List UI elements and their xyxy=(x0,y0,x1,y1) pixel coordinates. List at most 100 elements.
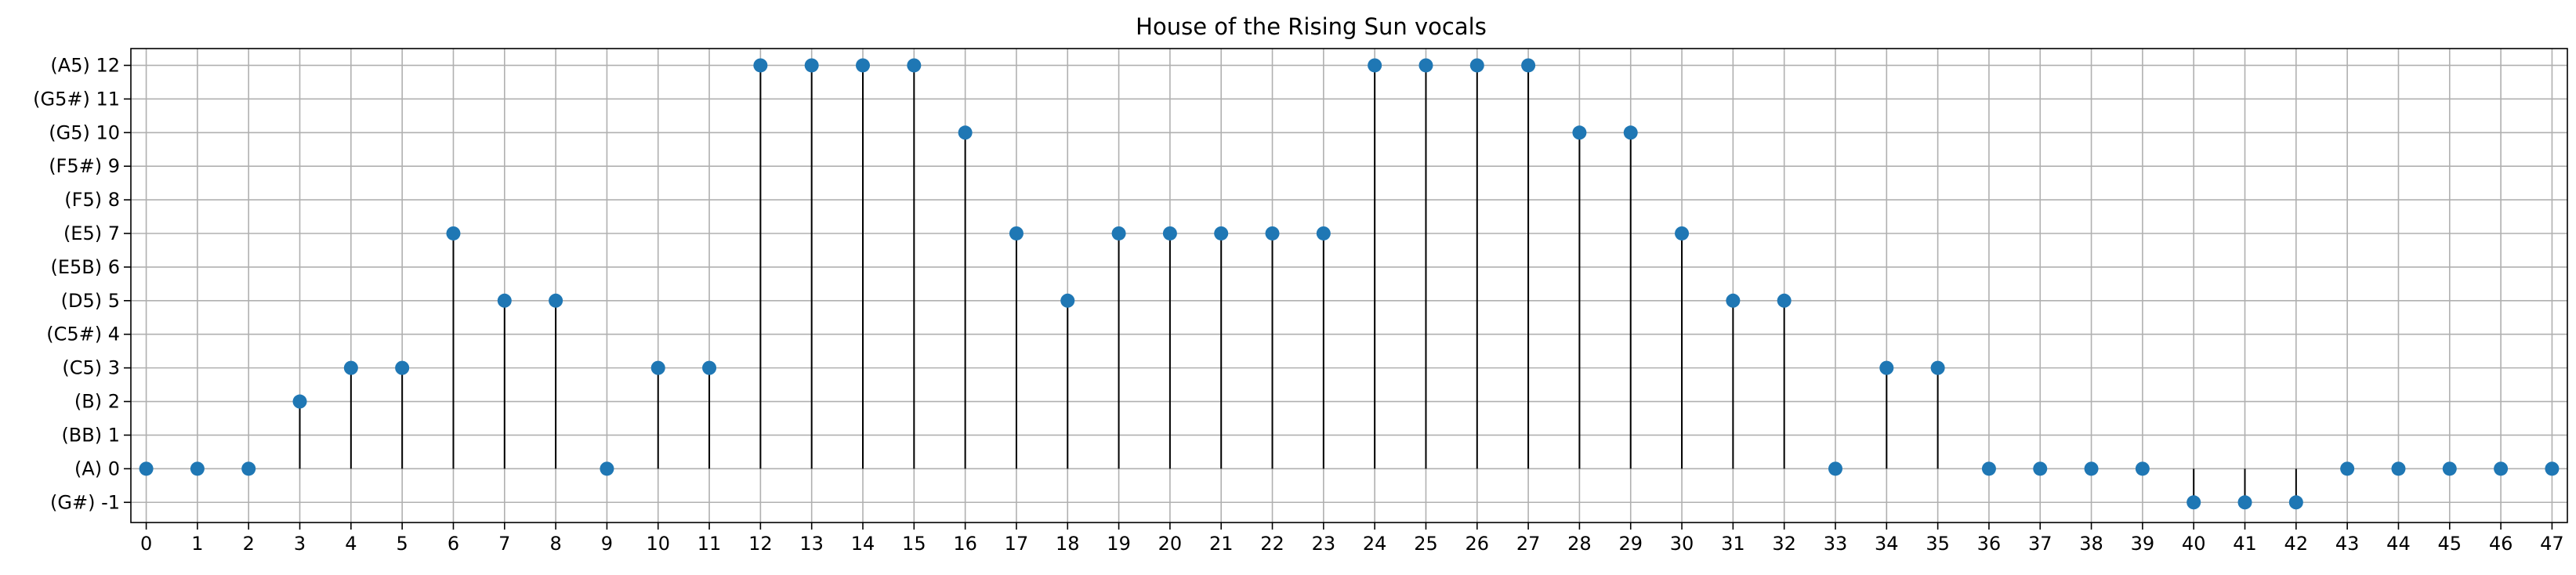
data-point xyxy=(395,360,410,375)
x-tick-label: 21 xyxy=(1209,533,1234,555)
x-axis: 0 1 2 3 4 5 6 7 8 9 10 11 12 13 14 15 16 17 18 19 20 21 22 23 24… xyxy=(140,523,2564,555)
data-point xyxy=(1060,293,1075,308)
x-tick-label: 28 xyxy=(1567,533,1592,555)
y-axis: (G#) -1 (A) 0 (BB) 1 (B) 2 (C5) 3 (C5#) 4 (D5)… xyxy=(33,54,131,513)
data-point xyxy=(1418,58,1433,73)
x-tick-label: 7 xyxy=(498,533,510,555)
y-tick-label: (E5B) 6 xyxy=(50,256,120,278)
x-tick-label: 27 xyxy=(1516,533,1541,555)
x-tick-label: 36 xyxy=(1977,533,2002,555)
x-tick-label: 8 xyxy=(549,533,561,555)
data-point xyxy=(1879,360,1894,375)
x-tick-label: 0 xyxy=(140,533,152,555)
x-tick-label: 31 xyxy=(1721,533,1745,555)
data-point xyxy=(753,58,768,73)
x-tick-label: 6 xyxy=(447,533,459,555)
data-point xyxy=(1623,125,1638,140)
x-tick-label: 29 xyxy=(1618,533,1643,555)
y-tick-label: (F5) 8 xyxy=(64,189,120,211)
data-point xyxy=(2084,461,2099,476)
x-tick-label: 1 xyxy=(191,533,203,555)
x-tick-label: 47 xyxy=(2540,533,2564,555)
data-point xyxy=(1316,226,1331,240)
data-point xyxy=(2545,461,2560,476)
data-point xyxy=(1726,293,1741,308)
data-point xyxy=(2442,461,2457,476)
data-point xyxy=(2135,461,2150,476)
x-tick-label: 2 xyxy=(243,533,255,555)
data-point xyxy=(2237,495,2252,510)
x-tick-label: 4 xyxy=(345,533,357,555)
x-tick-label: 32 xyxy=(1772,533,1796,555)
x-tick-label: 18 xyxy=(1056,533,1080,555)
data-point xyxy=(1214,226,1229,240)
stems xyxy=(299,65,2297,503)
x-tick-label: 14 xyxy=(851,533,875,555)
plot-frame xyxy=(130,48,2568,523)
x-tick-label: 40 xyxy=(2182,533,2206,555)
y-tick-label: (A5) 12 xyxy=(50,54,120,76)
data-point xyxy=(1521,58,1536,73)
y-tick-label: (G#) -1 xyxy=(50,491,120,513)
x-tick-label: 9 xyxy=(601,533,613,555)
data-point xyxy=(343,360,358,375)
data-point xyxy=(497,293,512,308)
data-point xyxy=(1675,226,1690,240)
data-point xyxy=(1981,461,1996,476)
x-tick-label: 19 xyxy=(1107,533,1131,555)
x-tick-label: 25 xyxy=(1414,533,1438,555)
data-point xyxy=(804,58,819,73)
chart-title: House of the Rising Sun vocals xyxy=(1136,13,1487,40)
data-point xyxy=(2340,461,2355,476)
x-tick-label: 20 xyxy=(1158,533,1183,555)
y-tick-label: (G5) 10 xyxy=(49,121,120,143)
data-point xyxy=(1368,58,1382,73)
data-point xyxy=(1111,226,1126,240)
y-tick-label: (D5) 5 xyxy=(61,290,120,312)
x-tick-label: 37 xyxy=(2028,533,2052,555)
x-tick-label: 11 xyxy=(697,533,722,555)
x-tick-label: 16 xyxy=(953,533,977,555)
y-tick-label: (BB) 1 xyxy=(61,424,120,446)
data-point xyxy=(1265,226,1280,240)
x-tick-label: 34 xyxy=(1875,533,1899,555)
x-tick-label: 12 xyxy=(748,533,773,555)
x-tick-label: 41 xyxy=(2233,533,2257,555)
markers xyxy=(139,58,2560,510)
data-point xyxy=(907,58,922,73)
data-point xyxy=(702,360,717,375)
x-tick-label: 30 xyxy=(1670,533,1694,555)
x-tick-label: 33 xyxy=(1824,533,1848,555)
x-tick-label: 43 xyxy=(2335,533,2360,555)
data-point xyxy=(600,461,614,476)
x-tick-label: 5 xyxy=(397,533,408,555)
y-tick-label: (E5) 7 xyxy=(63,222,120,244)
data-point xyxy=(2033,461,2048,476)
data-point xyxy=(1572,125,1587,140)
x-tick-label: 13 xyxy=(799,533,824,555)
y-tick-label: (C5#) 4 xyxy=(46,324,120,345)
x-tick-label: 15 xyxy=(902,533,926,555)
data-point xyxy=(2288,495,2303,510)
x-tick-label: 10 xyxy=(646,533,670,555)
x-tick-label: 24 xyxy=(1363,533,1387,555)
data-point xyxy=(549,293,563,308)
data-point xyxy=(241,461,256,476)
data-point xyxy=(1009,226,1024,240)
data-point xyxy=(2494,461,2509,476)
x-tick-label: 44 xyxy=(2386,533,2411,555)
x-tick-label: 38 xyxy=(2079,533,2103,555)
data-point xyxy=(650,360,665,375)
data-point xyxy=(1777,293,1792,308)
data-point xyxy=(1162,226,1177,240)
grid xyxy=(131,49,2567,523)
data-point xyxy=(190,461,205,476)
y-tick-label: (F5#) 9 xyxy=(49,155,120,177)
x-tick-label: 42 xyxy=(2284,533,2309,555)
y-tick-label: (C5) 3 xyxy=(62,357,120,379)
x-tick-label: 17 xyxy=(1005,533,1029,555)
x-tick-label: 26 xyxy=(1466,533,1490,555)
data-point xyxy=(1828,461,1842,476)
x-tick-label: 39 xyxy=(2131,533,2155,555)
